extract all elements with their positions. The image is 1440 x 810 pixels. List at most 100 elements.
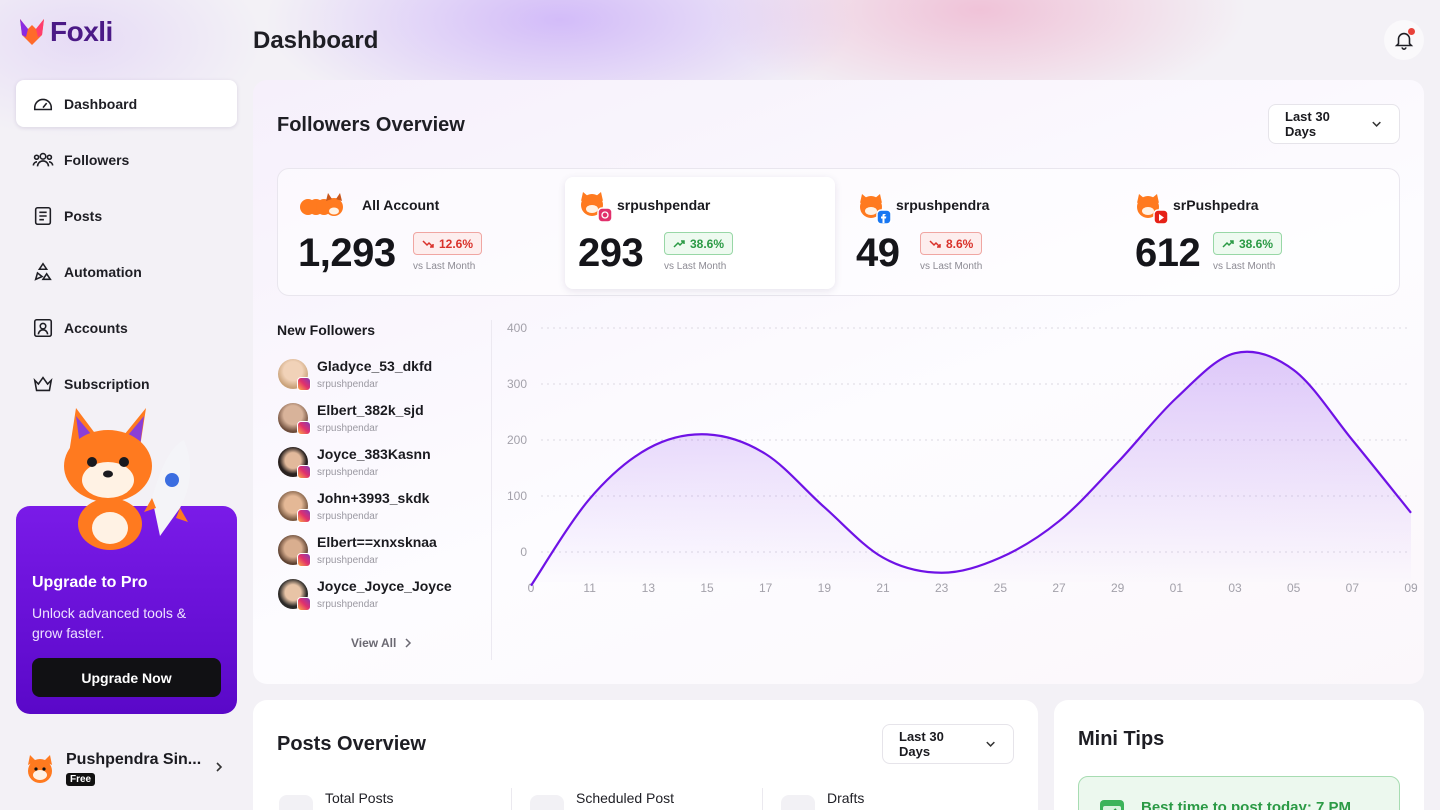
y-tick-label: 300 <box>507 377 527 391</box>
edit-icon <box>781 795 815 810</box>
sidebar-item-automation[interactable]: Automation <box>16 248 237 295</box>
sidebar-item-posts[interactable]: Posts <box>16 192 237 239</box>
fox-instagram-avatar-icon <box>581 192 613 223</box>
list-item[interactable]: Joyce_Joyce_Joyce srpushpendar <box>277 578 477 622</box>
chevron-down-icon <box>986 741 995 747</box>
range-label: Last 30 Days <box>899 729 944 759</box>
list-item[interactable]: Elbert_382k_sjd srpushpendar <box>277 402 477 446</box>
list-item[interactable]: John+3993_skdk srpushpendar <box>277 490 477 534</box>
app-logo[interactable]: Foxli <box>18 16 113 48</box>
stat-all-account[interactable]: All Account 1,293 12.6% vs Last Month <box>278 169 548 297</box>
follower-handle: srpushpendar <box>317 467 379 478</box>
instagram-icon <box>297 509 311 523</box>
stat-youtube-account[interactable]: srPushpedra 612 38.6% vs Last Month <box>1135 169 1405 297</box>
chart-area-fill <box>531 351 1411 586</box>
x-tick-label: 01 <box>1170 581 1184 595</box>
x-tick-label: 29 <box>1111 581 1125 595</box>
notifications-button[interactable] <box>1384 20 1424 60</box>
x-tick-label: 27 <box>1052 581 1066 595</box>
range-label: Last 30 Days <box>1285 109 1330 139</box>
x-tick-label: 23 <box>935 581 949 595</box>
list-item[interactable]: Gladyce_53_dkfd srpushpendar <box>277 358 477 402</box>
follower-handle: srpushpendar <box>317 423 379 434</box>
divider <box>491 320 492 660</box>
tip-banner: Best time to post today: 7 PM <box>1078 776 1400 810</box>
posts-range-dropdown[interactable]: Last 30 Days <box>882 724 1014 764</box>
promo-title: Upgrade to Pro <box>32 574 148 591</box>
sidebar-item-label: Automation <box>64 263 142 280</box>
mini-tips-card: Mini Tips Best time to post today: 7 PM <box>1054 700 1424 810</box>
sidebar-item-followers[interactable]: Followers <box>16 136 237 183</box>
upgrade-promo-card: Upgrade to Pro Unlock advanced tools & g… <box>16 506 237 714</box>
trend-value: 8.6% <box>946 236 974 251</box>
follower-name: Gladyce_53_dkfd <box>317 358 433 374</box>
sidebar-item-subscription[interactable]: Subscription <box>16 360 237 407</box>
stat-name: srpushpendar <box>617 197 711 213</box>
sidebar: Foxli Dashboard Followers Posts Automati… <box>0 0 253 810</box>
followers-range-dropdown[interactable]: Last 30 Days <box>1268 104 1400 144</box>
trend-down-icon <box>422 239 434 248</box>
instagram-icon <box>297 553 311 567</box>
followers-overview-card: Followers Overview Last 30 Days All Acco… <box>253 80 1424 684</box>
view-all-link[interactable]: View All <box>351 636 414 650</box>
follower-name: Elbert_382k_sjd <box>317 402 424 418</box>
user-profile[interactable]: Pushpendra Sin... Free <box>24 748 236 790</box>
trend-value: 38.6% <box>1239 236 1274 251</box>
x-tick-label: 07 <box>1346 581 1360 595</box>
instagram-icon <box>297 421 311 435</box>
sidebar-item-label: Accounts <box>64 319 128 336</box>
chart-series-line <box>530 350 1412 587</box>
new-followers-list: Gladyce_53_dkfd srpushpendar Elbert_382k… <box>277 358 477 622</box>
account-stats: All Account 1,293 12.6% vs Last Month sr… <box>277 168 1400 296</box>
fox-rocket-mascot-icon <box>64 408 191 550</box>
fox-facebook-avatar-icon <box>860 194 892 225</box>
chevron-right-icon <box>405 638 412 648</box>
x-tick-label: 19 <box>818 581 832 595</box>
sidebar-item-label: Dashboard <box>64 95 138 112</box>
compare-label: vs Last Month <box>920 261 983 272</box>
stat-name: srPushpedra <box>1173 197 1259 213</box>
follower-handle: srpushpendar <box>317 511 379 522</box>
user-name: Pushpendra Sin... <box>66 751 202 768</box>
calendar-check-icon <box>1100 800 1124 810</box>
calendar-icon <box>530 795 564 810</box>
list-item[interactable]: Elbert==xnxsknaa srpushpendar <box>277 534 477 578</box>
mini-tips-title: Mini Tips <box>1078 728 1165 750</box>
upgrade-now-button[interactable]: Upgrade Now <box>32 658 221 697</box>
trend-badge-down: 8.6% <box>920 232 983 255</box>
stat-value: 49 <box>856 231 900 275</box>
x-tick-label: 03 <box>1228 581 1242 595</box>
new-followers-chart: 400 300 200 100 0 0 11 13 15 17 19 21 23 25 27 29 01 03 05… <box>507 321 1418 595</box>
stat-instagram-account[interactable]: srpushpendar 293 38.6% vs Last Month <box>565 177 835 289</box>
instagram-icon <box>297 377 311 391</box>
sidebar-nav: Dashboard Followers Posts Automation Acc… <box>16 80 237 416</box>
users-icon <box>32 152 54 167</box>
instagram-icon <box>297 597 311 611</box>
tip-text: Best time to post today: 7 PM <box>1141 799 1352 810</box>
new-followers-title: New Followers <box>277 322 376 338</box>
sidebar-item-dashboard[interactable]: Dashboard <box>16 80 237 127</box>
compare-label: vs Last Month <box>413 261 476 272</box>
follower-name: Joyce_383Kasnn <box>317 446 431 462</box>
x-tick-label: 13 <box>642 581 656 595</box>
trend-value: 38.6% <box>690 236 725 251</box>
trend-badge-up: 38.6% <box>1213 232 1283 255</box>
notification-dot <box>1408 28 1415 35</box>
x-tick-label: 05 <box>1287 581 1301 595</box>
gauge-icon <box>33 98 53 110</box>
document-icon <box>279 795 313 810</box>
list-item[interactable]: Joyce_383Kasnn srpushpendar <box>277 446 477 490</box>
trend-up-icon <box>1222 239 1234 248</box>
sidebar-item-accounts[interactable]: Accounts <box>16 304 237 351</box>
crown-icon <box>33 375 53 391</box>
follower-name: Elbert==xnxsknaa <box>317 534 437 550</box>
promo-description: Unlock advanced tools & grow faster. <box>32 605 187 641</box>
followers-overview-title: Followers Overview <box>277 114 465 136</box>
compare-label: vs Last Month <box>664 261 727 272</box>
x-tick-label: 25 <box>994 581 1008 595</box>
stat-value: 612 <box>1135 231 1201 275</box>
y-tick-label: 400 <box>507 321 527 335</box>
divider <box>511 788 512 810</box>
follower-handle: srpushpendar <box>317 379 379 390</box>
stat-facebook-account[interactable]: srpushpendra 49 8.6% vs Last Month <box>856 169 1126 297</box>
